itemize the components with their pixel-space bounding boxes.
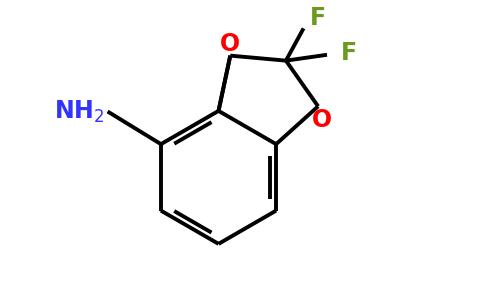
Text: F: F (341, 41, 357, 65)
Text: O: O (312, 108, 332, 132)
Text: F: F (309, 6, 326, 30)
Text: NH$_2$: NH$_2$ (54, 98, 104, 124)
Text: O: O (220, 32, 241, 56)
